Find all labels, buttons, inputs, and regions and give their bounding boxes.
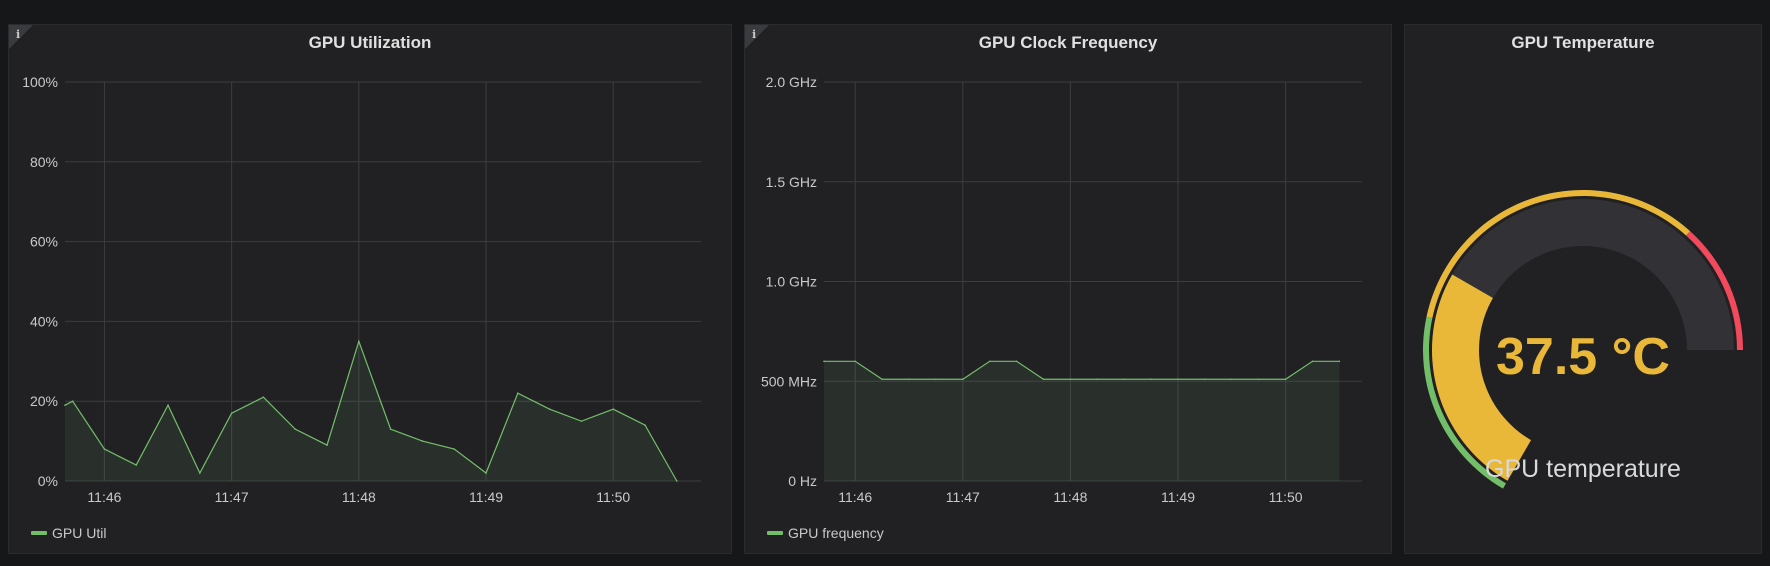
data-point bbox=[230, 412, 233, 414]
data-point bbox=[580, 420, 583, 422]
legend[interactable]: GPU frequency bbox=[767, 525, 884, 541]
y-tick-label: 100% bbox=[22, 74, 58, 90]
x-tick-label: 11:48 bbox=[342, 489, 376, 505]
data-point bbox=[935, 378, 937, 381]
info-icon[interactable]: i bbox=[752, 28, 757, 41]
data-point bbox=[64, 404, 66, 406]
x-tick-label: 11:49 bbox=[469, 489, 503, 505]
x-tick-label: 11:48 bbox=[1053, 489, 1087, 505]
data-point bbox=[485, 472, 487, 474]
data-point bbox=[1257, 378, 1260, 381]
series-area bbox=[824, 361, 1340, 481]
data-point bbox=[1150, 378, 1152, 381]
y-tick-label: 2.0 GHz bbox=[766, 74, 817, 90]
legend-swatch bbox=[31, 531, 47, 535]
data-point bbox=[103, 448, 106, 450]
y-tick-label: 20% bbox=[30, 393, 58, 409]
gauge-threshold-band bbox=[1686, 231, 1743, 350]
data-point bbox=[1311, 360, 1314, 363]
x-tick-label: 11:49 bbox=[1161, 489, 1195, 505]
data-point bbox=[294, 428, 297, 430]
y-tick-label: 500 MHz bbox=[761, 373, 817, 389]
x-tick-label: 11:46 bbox=[838, 489, 872, 505]
gauge-label: GPU temperature bbox=[1485, 455, 1681, 483]
y-tick-label: 0 Hz bbox=[788, 473, 817, 489]
gauge-track bbox=[1432, 198, 1734, 481]
data-point bbox=[854, 360, 857, 363]
panel-title[interactable]: GPU Utilization bbox=[308, 33, 432, 52]
x-tick-label: 11:50 bbox=[1269, 489, 1303, 505]
data-point bbox=[612, 408, 615, 410]
gpu-utilization-panel: i GPU Utilization 0% 20% 40% 60% 80% 100% 11:4… bbox=[8, 24, 732, 554]
data-point bbox=[1204, 378, 1206, 381]
legend[interactable]: GPU Util bbox=[31, 525, 106, 541]
panel-title[interactable]: GPU Temperature bbox=[1511, 33, 1655, 52]
data-point bbox=[453, 448, 456, 450]
legend-label[interactable]: GPU frequency bbox=[788, 525, 884, 541]
data-point bbox=[1177, 378, 1179, 381]
data-point bbox=[1015, 360, 1018, 363]
data-point bbox=[517, 392, 519, 395]
y-tick-label: 60% bbox=[30, 234, 58, 250]
y-tick-label: 1.0 GHz bbox=[766, 274, 817, 290]
data-point bbox=[421, 440, 424, 442]
data-point bbox=[262, 396, 265, 399]
gauge-value-arc bbox=[1432, 274, 1531, 481]
gpu-temperature-gauge: 37.5 °C bbox=[1423, 190, 1743, 489]
data-point bbox=[1123, 378, 1126, 381]
gauge-value-text: 37.5 °C bbox=[1496, 328, 1670, 386]
data-point bbox=[962, 378, 964, 381]
data-point bbox=[1042, 378, 1045, 381]
data-point bbox=[988, 360, 991, 363]
panel-info-corner[interactable] bbox=[745, 25, 769, 49]
data-point bbox=[1284, 378, 1287, 381]
data-point bbox=[1231, 378, 1233, 381]
panel-info-corner[interactable] bbox=[9, 25, 33, 49]
series-area bbox=[65, 341, 677, 481]
x-tick-label: 11:47 bbox=[215, 489, 249, 505]
legend-label[interactable]: GPU Util bbox=[52, 525, 107, 541]
data-point bbox=[908, 378, 910, 381]
gpu-utilization-chart[interactable]: 0% 20% 40% 60% 80% 100% 11:46 11:47 11:48 11:49 11… bbox=[9, 25, 733, 555]
gauge-threshold-band bbox=[1423, 316, 1506, 489]
data-point bbox=[199, 472, 201, 474]
info-icon[interactable]: i bbox=[16, 28, 21, 41]
x-tick-label: 11:46 bbox=[87, 489, 121, 505]
x-tick-label: 11:47 bbox=[946, 489, 980, 505]
data-point bbox=[389, 428, 392, 430]
data-point bbox=[358, 340, 360, 343]
y-tick-label: 1.5 GHz bbox=[766, 174, 817, 190]
data-point bbox=[1096, 378, 1099, 381]
gpu-temperature-panel: GPU Temperature 37.5 °C GPU temperature bbox=[1404, 24, 1762, 554]
data-point bbox=[135, 464, 138, 466]
legend-swatch bbox=[767, 531, 783, 535]
data-point bbox=[167, 404, 169, 406]
gpu-frequency-chart[interactable]: 0 Hz 500 MHz 1.0 GHz 1.5 GHz 2.0 GHz 11:46 11:… bbox=[745, 25, 1393, 555]
panel-title[interactable]: GPU Clock Frequency bbox=[978, 33, 1158, 52]
y-tick-label: 80% bbox=[30, 154, 58, 170]
y-tick-label: 40% bbox=[30, 313, 58, 329]
data-point bbox=[823, 360, 825, 363]
y-tick-label: 0% bbox=[38, 473, 58, 489]
data-point bbox=[548, 408, 551, 410]
series-line bbox=[824, 360, 1340, 380]
gauge-threshold-band bbox=[1426, 190, 1691, 318]
data-point bbox=[1069, 378, 1072, 381]
data-point bbox=[1338, 360, 1341, 363]
data-point bbox=[881, 378, 883, 381]
x-tick-label: 11:50 bbox=[596, 489, 630, 505]
data-point bbox=[326, 444, 328, 446]
data-point bbox=[644, 424, 646, 426]
gpu-clock-frequency-panel: i GPU Clock Frequency 0 Hz 500 MHz 1.0 GHz… bbox=[744, 24, 1392, 554]
data-point bbox=[676, 480, 678, 482]
data-point bbox=[71, 400, 74, 403]
